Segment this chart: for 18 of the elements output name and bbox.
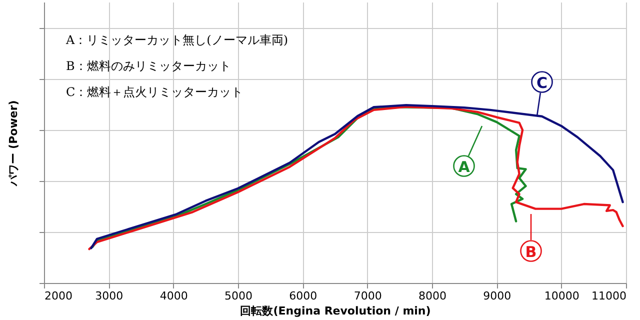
text: C bbox=[536, 74, 548, 92]
x-tick-label: 6000 bbox=[289, 290, 318, 302]
text: B：燃料のみリミッターカット bbox=[66, 59, 231, 73]
x-tick-label: 9000 bbox=[483, 290, 512, 302]
annotation: A bbox=[458, 158, 470, 176]
x-tick-label: 11000 bbox=[592, 290, 626, 302]
x-tick-label: 3000 bbox=[95, 290, 124, 302]
annotation: B bbox=[525, 243, 537, 261]
x-tick-label: 5000 bbox=[224, 290, 252, 302]
x-tick-label: 7000 bbox=[354, 290, 382, 302]
x-tick-label: 8000 bbox=[418, 290, 446, 302]
x-tick-label: 2000 bbox=[44, 290, 72, 302]
x-tick-label: 10000 bbox=[544, 290, 580, 302]
x-tick-label: 4000 bbox=[160, 290, 188, 302]
text: A：リミッターカット無し(ノーマル車両) bbox=[65, 33, 288, 47]
y-axis-title: パワー (Power) bbox=[7, 100, 20, 187]
text: C：燃料＋点火リミッターカット bbox=[66, 85, 244, 99]
x-axis-title: 回転数(Engina Revolution / min) bbox=[240, 304, 431, 318]
